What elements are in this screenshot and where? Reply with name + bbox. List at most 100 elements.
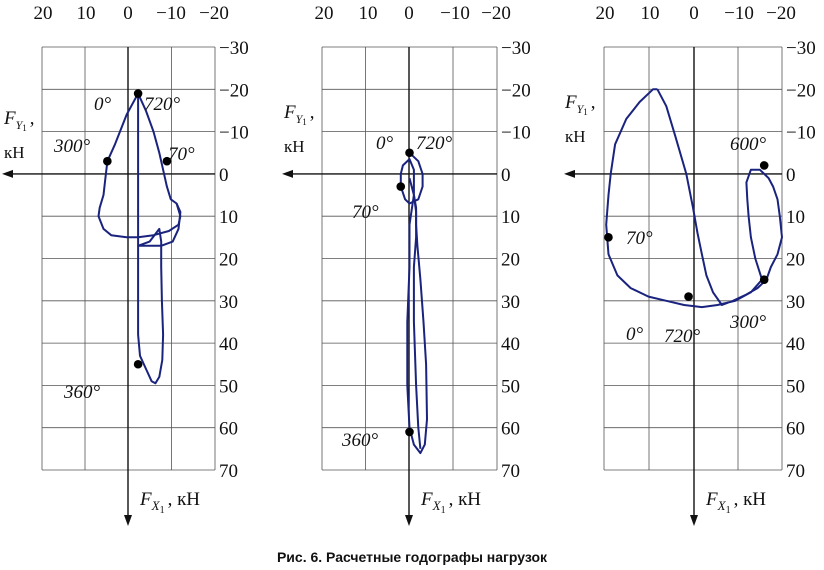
crank-angle-point <box>162 156 172 166</box>
crank-angle-label: 70° <box>168 144 195 165</box>
y-axis-label-comma: , <box>591 92 596 113</box>
y-tick-label: 40 <box>786 334 805 355</box>
y-axis-label-sub: Y <box>16 118 24 132</box>
y-axis-label-sub2: 1 <box>302 117 307 127</box>
y-tick-label: 30 <box>219 292 238 313</box>
y-tick-label: −10 <box>219 123 249 144</box>
y-axis-label: FY1, <box>283 102 315 127</box>
x-tick-label: 10 <box>359 3 378 24</box>
crank-angle-label: 70° <box>626 228 653 249</box>
crank-angle-point <box>133 89 143 98</box>
crank-angle-label: 600° <box>730 134 767 155</box>
y-tick-label: 40 <box>501 334 520 355</box>
chart-panel-1: 20 10 0 −10 −20−30−20−10010203040506070FX1, … <box>2 3 249 526</box>
crank-angle-point <box>103 156 112 166</box>
chart-panel-3: 20 10 0 −10 −20−30−20−10010203040506070FX1, … <box>564 3 816 526</box>
crank-angle-label: 70° <box>352 202 379 223</box>
x-tick-label: 20 <box>596 3 615 24</box>
y-tick-label: −10 <box>786 123 816 144</box>
y-axis-label-symbol: F <box>283 102 296 123</box>
x-axis-label: FX1, кН <box>420 489 481 516</box>
hodograph-curve <box>137 93 182 385</box>
y-tick-label: 10 <box>219 207 238 228</box>
hodograph-curve-2 <box>412 194 422 449</box>
y-tick-label: −30 <box>786 38 816 59</box>
x-tick-label: −20 <box>199 3 229 24</box>
axis-arrow-left <box>282 169 293 178</box>
y-tick-label: −20 <box>501 80 531 101</box>
hodograph-curve <box>399 152 428 455</box>
x-tick-label: −20 <box>481 3 511 24</box>
figure-caption: Рис. 6. Расчетные годографы нагрузок <box>276 549 548 565</box>
crank-angle-label: 720° <box>144 94 181 115</box>
crank-angle-point <box>604 233 613 242</box>
x-tick-label: 10 <box>77 3 96 24</box>
x-tick-label: −10 <box>724 3 754 24</box>
y-axis-label-comma: , <box>30 108 35 129</box>
x-axis-label: FX1, кН <box>139 489 200 516</box>
hodograph-curve-2 <box>97 93 182 239</box>
x-axis-label-unit: , кН <box>168 489 201 510</box>
y-axis-label-sub: Y <box>296 112 304 126</box>
x-axis-label-symbol: F <box>139 489 152 510</box>
axis-arrow-left <box>2 169 13 178</box>
crank-angle-point <box>405 427 414 437</box>
y-tick-label: 70 <box>501 461 520 482</box>
x-axis-label-sub2: 1 <box>441 505 446 516</box>
axis-arrow-down <box>124 515 132 526</box>
x-tick-label: 10 <box>641 3 660 24</box>
y-tick-label: 10 <box>501 207 520 228</box>
hodograph-curve <box>605 88 783 309</box>
y-tick-label: 20 <box>501 250 520 271</box>
y-axis-label-sub2: 1 <box>583 107 588 117</box>
y-axis-label: FY1, <box>564 92 596 117</box>
y-tick-label: 50 <box>219 376 238 397</box>
axis-arrow-down <box>690 515 698 526</box>
x-axis-label-sub2: 1 <box>726 505 731 516</box>
crank-angle-label: 300° <box>53 136 91 157</box>
crank-angle-label: 0° <box>94 94 112 115</box>
y-tick-label: 30 <box>786 292 805 313</box>
crank-angle-point <box>396 182 406 191</box>
x-axis-label-unit: , кН <box>449 489 482 510</box>
y-axis-label-unit: кН <box>284 137 305 156</box>
x-axis-label-sub: X <box>432 498 442 513</box>
crank-angle-point <box>759 275 769 284</box>
y-axis-label-comma: , <box>310 102 315 123</box>
y-tick-label: −30 <box>501 38 531 59</box>
y-tick-label: 40 <box>219 334 238 355</box>
y-tick-label: −10 <box>501 123 531 144</box>
y-tick-label: 60 <box>501 419 520 440</box>
y-axis-label-sub: Y <box>577 102 585 116</box>
crank-angle-label: 300° <box>729 312 767 333</box>
crank-angle-point <box>759 161 769 170</box>
x-tick-label: −10 <box>440 3 470 24</box>
axis-arrow-down <box>405 515 413 526</box>
y-tick-label: −20 <box>219 80 249 101</box>
y-tick-label: 20 <box>219 250 238 271</box>
x-tick-label: 0 <box>689 3 699 24</box>
crank-angle-label: 0° <box>626 324 644 345</box>
x-tick-label: 0 <box>123 3 133 24</box>
y-axis-label: FY1, <box>3 108 35 133</box>
x-tick-label: 20 <box>34 3 53 24</box>
x-tick-label: −20 <box>766 3 796 24</box>
y-tick-label: 50 <box>501 376 520 397</box>
y-axis-label-sub2: 1 <box>22 123 27 133</box>
x-tick-label: 20 <box>315 3 334 24</box>
y-axis-label-symbol: F <box>564 92 577 113</box>
chart-panel-2: 20 10 0 −10 −20−30−20−10010203040506070FX1, … <box>282 3 531 526</box>
y-tick-label: 20 <box>786 250 805 271</box>
x-axis-label-sub: X <box>717 498 727 513</box>
y-tick-label: 70 <box>219 461 238 482</box>
y-tick-label: 0 <box>786 165 796 186</box>
x-axis-label-sub: X <box>151 498 161 513</box>
y-tick-label: −30 <box>219 38 249 59</box>
crank-angle-label: 720° <box>416 133 453 154</box>
axis-arrow-left <box>564 169 575 178</box>
x-tick-label: −10 <box>156 3 186 24</box>
x-axis-label-symbol: F <box>420 489 433 510</box>
x-tick-label: 0 <box>404 3 414 24</box>
crank-angle-point <box>133 359 143 369</box>
